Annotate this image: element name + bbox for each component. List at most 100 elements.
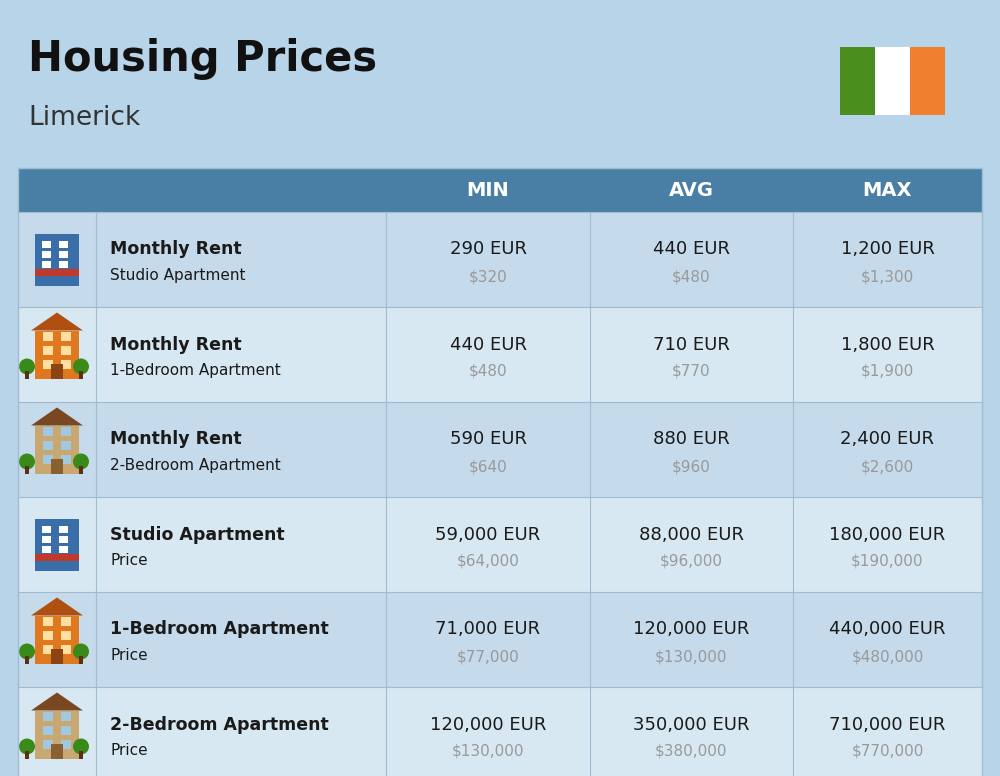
Text: 71,000 EUR: 71,000 EUR <box>435 621 541 639</box>
Text: Monthly Rent: Monthly Rent <box>110 431 242 449</box>
Bar <box>43 712 53 720</box>
Circle shape <box>73 359 89 375</box>
Bar <box>35 711 79 758</box>
Bar <box>43 441 53 449</box>
Circle shape <box>19 453 35 469</box>
Text: Studio Apartment: Studio Apartment <box>110 525 285 543</box>
Text: $960: $960 <box>672 459 711 474</box>
Text: 88,000 EUR: 88,000 EUR <box>639 525 744 543</box>
Text: 590 EUR: 590 EUR <box>450 431 526 449</box>
Text: MAX: MAX <box>863 181 912 199</box>
Text: 2,400 EUR: 2,400 EUR <box>840 431 934 449</box>
Bar <box>43 630 53 639</box>
Text: 440 EUR: 440 EUR <box>450 335 526 354</box>
Bar <box>18 212 982 307</box>
Text: 2-Bedroom Apartment: 2-Bedroom Apartment <box>110 715 329 733</box>
Bar <box>42 251 51 258</box>
Text: 290 EUR: 290 EUR <box>450 241 526 258</box>
Bar <box>59 261 68 268</box>
Bar <box>875 47 910 115</box>
Circle shape <box>19 643 35 660</box>
Text: 59,000 EUR: 59,000 EUR <box>435 525 541 543</box>
Circle shape <box>73 453 89 469</box>
Circle shape <box>73 739 89 754</box>
Text: 2-Bedroom Apartment: 2-Bedroom Apartment <box>110 458 281 473</box>
Bar <box>59 251 68 258</box>
Bar <box>42 535 51 542</box>
Bar <box>79 370 83 379</box>
Text: $1,300: $1,300 <box>861 269 914 284</box>
Text: $130,000: $130,000 <box>655 649 728 664</box>
Polygon shape <box>31 407 83 425</box>
Bar <box>18 168 982 776</box>
Text: Studio Apartment: Studio Apartment <box>110 268 246 283</box>
Text: $190,000: $190,000 <box>851 554 924 569</box>
Bar <box>43 740 53 749</box>
Text: $320: $320 <box>469 269 507 284</box>
Bar <box>61 645 71 653</box>
Text: 120,000 EUR: 120,000 EUR <box>430 715 546 733</box>
Circle shape <box>73 643 89 660</box>
Text: 1-Bedroom Apartment: 1-Bedroom Apartment <box>110 363 281 378</box>
Text: Price: Price <box>110 553 148 568</box>
Text: Monthly Rent: Monthly Rent <box>110 335 242 354</box>
Text: 710,000 EUR: 710,000 EUR <box>829 715 946 733</box>
Polygon shape <box>31 313 83 331</box>
Text: $480: $480 <box>469 364 507 379</box>
Bar <box>51 459 63 473</box>
Text: 350,000 EUR: 350,000 EUR <box>633 715 750 733</box>
Text: $77,000: $77,000 <box>457 649 519 664</box>
Text: 710 EUR: 710 EUR <box>653 335 730 354</box>
Bar <box>51 743 63 758</box>
Bar <box>61 427 71 435</box>
Bar <box>43 616 53 625</box>
Bar <box>59 241 68 248</box>
Text: 440 EUR: 440 EUR <box>653 241 730 258</box>
Text: Price: Price <box>110 648 148 663</box>
Text: 1-Bedroom Apartment: 1-Bedroom Apartment <box>110 621 329 639</box>
Text: 1,800 EUR: 1,800 EUR <box>841 335 934 354</box>
Text: $640: $640 <box>469 459 507 474</box>
Text: $64,000: $64,000 <box>457 554 519 569</box>
Bar <box>35 234 79 286</box>
Text: $2,600: $2,600 <box>861 459 914 474</box>
Text: $96,000: $96,000 <box>660 554 723 569</box>
Text: 440,000 EUR: 440,000 EUR <box>829 621 946 639</box>
Text: AVG: AVG <box>669 181 714 199</box>
Bar <box>51 363 63 379</box>
Bar <box>25 370 29 379</box>
Bar <box>35 268 79 275</box>
Bar <box>25 656 29 663</box>
Bar <box>42 261 51 268</box>
Text: MIN: MIN <box>467 181 509 199</box>
Bar <box>18 307 982 402</box>
Bar <box>42 525 51 532</box>
Bar <box>61 345 71 355</box>
Bar <box>61 712 71 720</box>
Bar <box>61 740 71 749</box>
Bar <box>42 546 51 553</box>
Text: $770,000: $770,000 <box>851 744 924 759</box>
Text: 880 EUR: 880 EUR <box>653 431 730 449</box>
Bar <box>61 455 71 463</box>
Bar <box>43 645 53 653</box>
Bar <box>25 466 29 473</box>
Text: $130,000: $130,000 <box>452 744 524 759</box>
Bar <box>59 525 68 532</box>
Bar <box>79 750 83 758</box>
Text: Housing Prices: Housing Prices <box>28 38 377 80</box>
Bar <box>35 615 79 663</box>
Bar <box>910 47 945 115</box>
Bar <box>43 455 53 463</box>
Text: $770: $770 <box>672 364 711 379</box>
Bar <box>35 518 79 570</box>
Bar <box>35 331 79 379</box>
Polygon shape <box>31 598 83 615</box>
Circle shape <box>19 359 35 375</box>
Text: $380,000: $380,000 <box>655 744 728 759</box>
Bar <box>61 441 71 449</box>
Bar <box>43 345 53 355</box>
Text: 120,000 EUR: 120,000 EUR <box>633 621 750 639</box>
Bar <box>18 497 982 592</box>
Bar <box>35 425 79 473</box>
